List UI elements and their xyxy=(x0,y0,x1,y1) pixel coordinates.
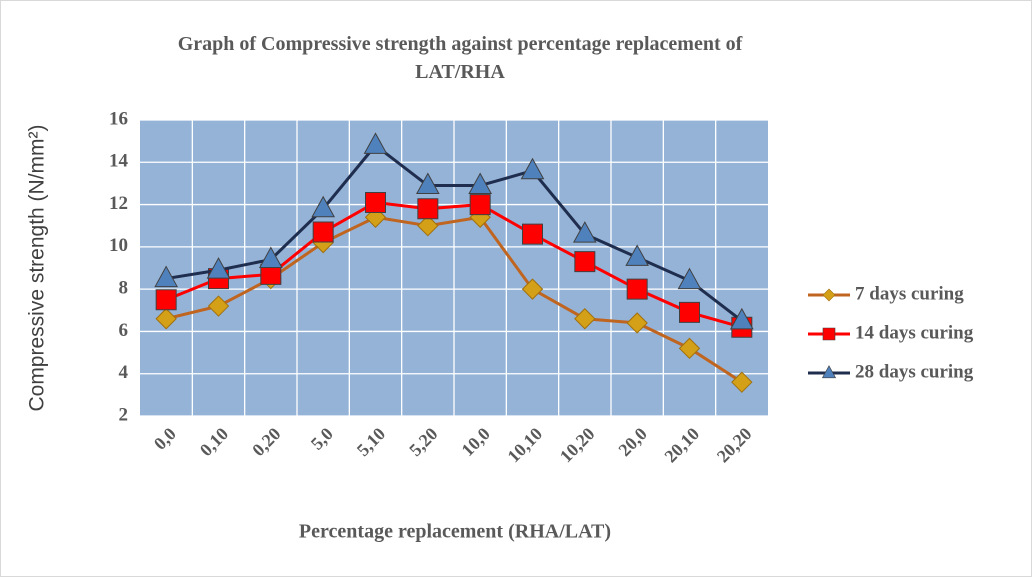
data-point xyxy=(364,206,387,228)
data-point xyxy=(626,312,648,334)
data-point xyxy=(206,257,231,279)
data-point xyxy=(469,194,491,216)
data-point xyxy=(154,265,179,288)
data-point xyxy=(677,267,702,290)
data-point xyxy=(625,244,650,266)
data-point xyxy=(626,278,648,300)
data-point xyxy=(363,132,388,154)
data-point xyxy=(415,172,440,195)
data-point xyxy=(574,308,596,330)
chart-title: Graph of Compressive strength against pe… xyxy=(177,33,743,83)
y-tick-label: 16 xyxy=(109,108,128,129)
y-tick-label: 8 xyxy=(119,278,129,299)
legend-label: 28 days curing xyxy=(855,361,974,382)
data-point xyxy=(311,195,336,218)
legend-marker xyxy=(822,288,836,302)
y-tick-label: 2 xyxy=(119,404,129,425)
data-point xyxy=(574,251,596,273)
data-point xyxy=(417,215,439,237)
y-tick-label: 12 xyxy=(109,193,128,214)
legend-marker xyxy=(821,365,837,379)
data-point xyxy=(521,278,544,300)
data-point xyxy=(522,223,543,245)
data-point xyxy=(417,198,439,220)
data-point xyxy=(258,246,283,269)
data-point xyxy=(155,289,177,311)
legend-label: 7 days curing xyxy=(855,283,964,304)
y-axis-title: Compressive strength (N/mm²) xyxy=(26,124,49,411)
x-axis-title: Percentage replacement (RHA/LAT) xyxy=(299,521,611,543)
data-point xyxy=(207,295,230,317)
legend-marker xyxy=(822,327,836,341)
y-tick-label: 10 xyxy=(109,235,128,256)
y-tick-label: 6 xyxy=(119,320,129,341)
data-point xyxy=(155,308,177,330)
data-point xyxy=(468,172,493,195)
data-point xyxy=(679,301,700,323)
legend-label: 14 days curing xyxy=(855,322,974,343)
y-tick-label: 14 xyxy=(109,151,129,172)
data-point xyxy=(365,191,386,213)
data-point xyxy=(520,157,545,180)
data-point xyxy=(312,221,334,243)
data-point xyxy=(678,337,701,360)
y-tick-label: 4 xyxy=(119,362,129,383)
data-point xyxy=(729,307,754,330)
data-point xyxy=(731,371,753,393)
data-point xyxy=(572,221,597,243)
